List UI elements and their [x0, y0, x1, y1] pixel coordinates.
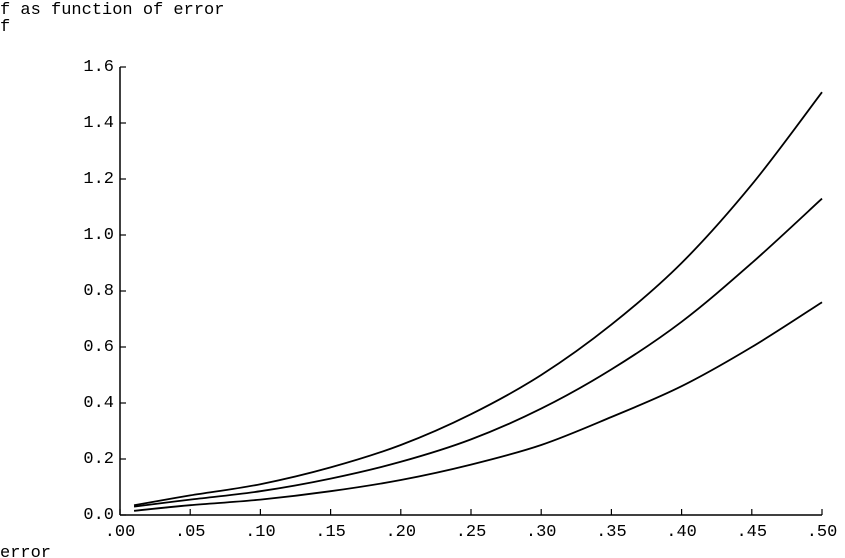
x-tick-label: .50 [807, 523, 838, 542]
y-tick-label: 0.6 [83, 338, 114, 357]
x-tick-label: .20 [385, 523, 416, 542]
series-line-3 [133, 301, 823, 512]
x-tick-label: .10 [245, 523, 276, 542]
series-line-2 [133, 197, 823, 508]
chart-title: f as function of error [0, 1, 224, 20]
y-tick-label: 0.2 [83, 450, 114, 469]
y-axis-label: f [0, 18, 10, 37]
x-tick-label: .25 [456, 523, 487, 542]
x-tick-label: .35 [596, 523, 627, 542]
series-lines [133, 91, 823, 512]
x-tick-label: .15 [315, 523, 346, 542]
y-tick-label: 1.0 [83, 226, 114, 245]
x-axis-label: error [0, 544, 51, 558]
y-tick-label: 1.6 [83, 58, 114, 77]
x-tick-label: .30 [526, 523, 557, 542]
y-tick-label: 0.4 [83, 394, 114, 413]
series-line-1 [133, 91, 823, 507]
x-tick-label: .05 [175, 523, 206, 542]
y-tick-label: 1.4 [83, 114, 114, 133]
x-tick-label: .40 [666, 523, 697, 542]
x-tick-label: .00 [105, 523, 136, 542]
x-tick-label: .45 [736, 523, 767, 542]
axes: 0.0 0.2 0.4 0.6 0.8 1.0 1.2 1.4 1.6 .00 .05 .10 .15.… [83, 58, 837, 542]
y-tick-label: 0.0 [83, 506, 114, 525]
y-tick-label: 1.2 [83, 170, 114, 189]
y-tick-label: 0.8 [83, 282, 114, 301]
